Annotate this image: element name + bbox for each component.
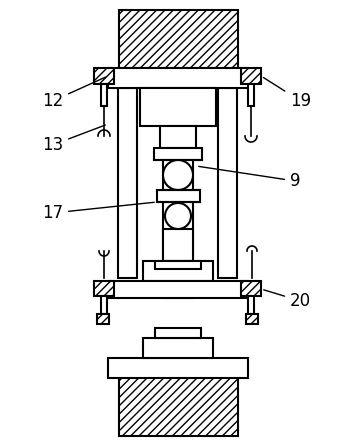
Bar — [143, 261, 213, 281]
Bar — [108, 281, 248, 298]
Bar — [160, 126, 196, 148]
Bar — [241, 68, 261, 84]
Bar — [155, 328, 201, 338]
Bar — [108, 68, 248, 88]
Text: 17: 17 — [42, 202, 154, 222]
Bar — [248, 296, 254, 314]
Bar — [155, 261, 201, 269]
Bar — [218, 88, 237, 278]
Text: 12: 12 — [42, 77, 105, 110]
Bar — [163, 148, 193, 298]
Bar — [157, 190, 200, 202]
Text: 9: 9 — [199, 166, 300, 190]
Bar — [163, 229, 193, 261]
Bar — [154, 148, 202, 160]
Circle shape — [163, 160, 193, 190]
Bar — [246, 314, 258, 324]
Bar — [101, 296, 107, 314]
Bar — [108, 358, 248, 378]
Bar — [101, 84, 107, 106]
Text: 13: 13 — [42, 125, 105, 154]
Bar — [119, 376, 238, 436]
Bar — [97, 314, 109, 324]
Bar — [248, 84, 254, 106]
Bar — [140, 88, 216, 126]
Bar — [94, 68, 114, 84]
Bar — [143, 338, 213, 358]
Bar — [94, 281, 114, 296]
Bar — [241, 281, 261, 296]
Text: 20: 20 — [264, 290, 311, 310]
Bar — [118, 88, 137, 278]
Text: 19: 19 — [263, 78, 311, 110]
Circle shape — [165, 203, 191, 229]
Bar — [119, 10, 238, 68]
